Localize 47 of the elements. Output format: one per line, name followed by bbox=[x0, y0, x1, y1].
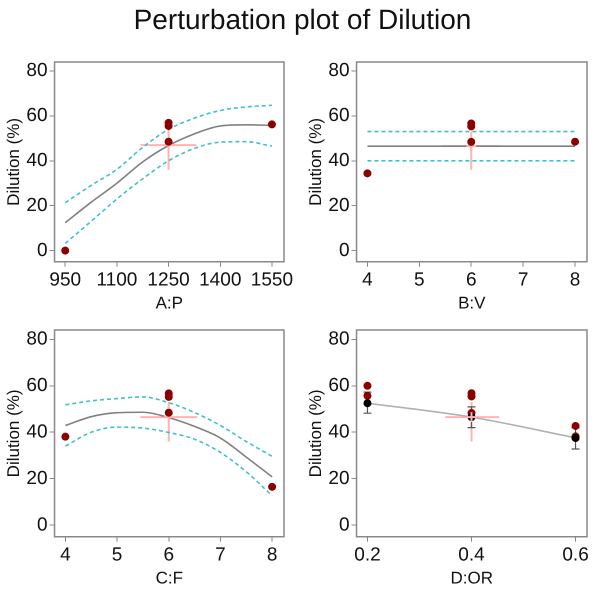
x-axis-title: B:V bbox=[458, 293, 486, 312]
y-tick-label: 0 bbox=[338, 240, 350, 261]
x-axis-title: A:P bbox=[156, 293, 183, 312]
y-tick-label: 40 bbox=[26, 421, 48, 442]
y-tick-label: 80 bbox=[26, 60, 48, 82]
x-tick-label: 1100 bbox=[96, 269, 138, 290]
y-tick-label: 20 bbox=[328, 468, 350, 489]
y-axis-title: Dilution (%) bbox=[306, 389, 325, 478]
y-tick-label: 0 bbox=[36, 240, 48, 261]
y-tick-label: 20 bbox=[328, 194, 350, 216]
y-tick-label: 60 bbox=[26, 375, 48, 396]
x-tick-label: 6 bbox=[163, 544, 174, 566]
y-tick-label: 80 bbox=[328, 328, 350, 350]
y-tick-label: 20 bbox=[26, 468, 48, 489]
x-tick-label: 5 bbox=[112, 544, 122, 566]
y-tick-label: 0 bbox=[36, 514, 48, 536]
x-tick-label: 5 bbox=[414, 269, 425, 290]
y-tick-label: 60 bbox=[328, 105, 350, 126]
x-tick-label: 7 bbox=[215, 544, 226, 566]
y-axis-title: Dilution (%) bbox=[4, 389, 23, 478]
chart-title: Perturbation plot of Dilution bbox=[132, 4, 472, 36]
y-tick-label: 40 bbox=[328, 421, 350, 442]
x-axis-title: D:OR bbox=[450, 568, 494, 588]
x-tick-label: 6 bbox=[466, 269, 477, 290]
x-tick-label: 1550 bbox=[250, 269, 294, 290]
y-tick-label: 40 bbox=[328, 150, 350, 172]
y-tick-label: 60 bbox=[26, 105, 48, 126]
x-tick-label: 1400 bbox=[199, 269, 242, 290]
x-tick-label: 0.6 bbox=[562, 544, 589, 566]
x-tick-label: 4 bbox=[362, 269, 374, 290]
y-tick-label: 40 bbox=[26, 150, 48, 172]
y-axis-title: Dilution (%) bbox=[4, 118, 23, 206]
x-tick-label: 4 bbox=[60, 544, 72, 566]
x-axis-title: C:F bbox=[156, 568, 183, 588]
x-tick-label: 1250 bbox=[147, 269, 190, 290]
x-tick-label: 0.4 bbox=[458, 544, 486, 566]
y-tick-label: 80 bbox=[328, 60, 350, 82]
x-tick-label: 950 bbox=[49, 269, 82, 290]
y-tick-label: 20 bbox=[26, 194, 48, 216]
y-tick-label: 0 bbox=[338, 514, 350, 536]
y-tick-label: 60 bbox=[328, 375, 350, 396]
x-tick-label: 0.2 bbox=[354, 544, 381, 566]
x-tick-label: 8 bbox=[266, 544, 278, 566]
y-axis-title: Dilution (%) bbox=[306, 118, 325, 206]
x-tick-label: 7 bbox=[518, 269, 528, 290]
x-tick-label: 8 bbox=[570, 269, 580, 290]
y-tick-label: 80 bbox=[26, 328, 48, 350]
